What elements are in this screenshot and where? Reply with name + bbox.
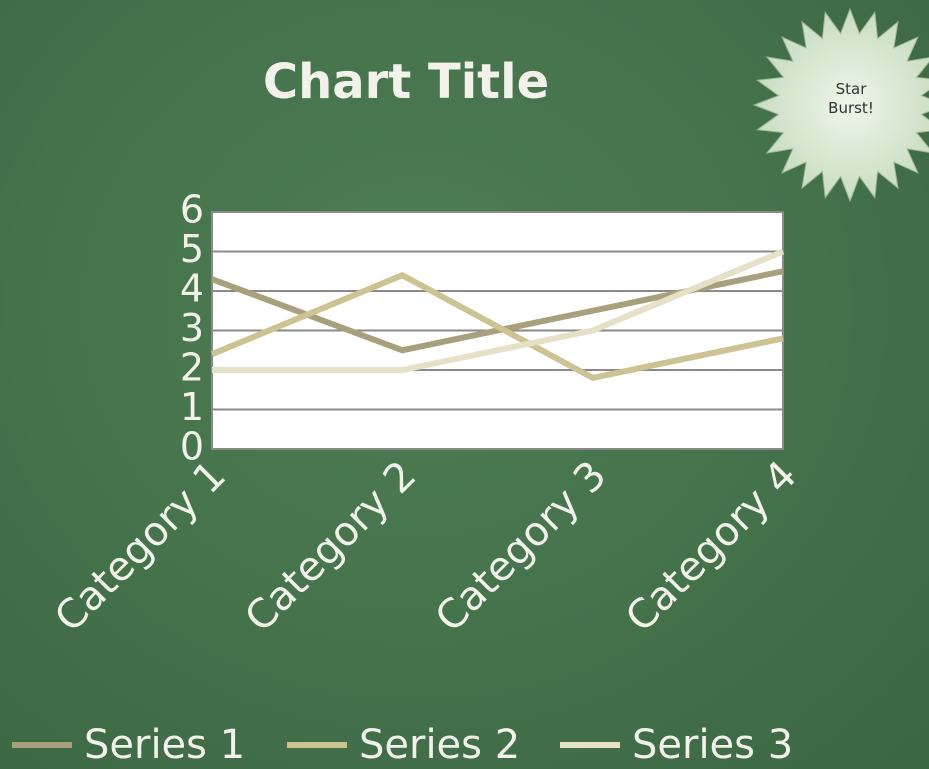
legend-label: Series 1 (84, 722, 245, 768)
y-tick-label: 6 (180, 188, 204, 232)
y-tick-label: 4 (180, 267, 204, 311)
x-tick-label: Category 2 (236, 452, 425, 641)
page: Chart Title 0123456Category 1Category 2C… (0, 0, 929, 769)
chart: Chart Title 0123456Category 1Category 2C… (0, 0, 929, 769)
y-tick-label: 1 (180, 385, 204, 429)
star-burst-text: Star Burst! (815, 80, 887, 118)
y-tick-label: 5 (180, 227, 204, 271)
chart-title: Chart Title (263, 54, 549, 110)
x-tick-label: Category 3 (427, 452, 616, 641)
legend-label: Series 2 (359, 722, 520, 768)
legend-label: Series 3 (632, 722, 793, 768)
x-tick-label: Category 4 (617, 452, 806, 641)
y-tick-label: 2 (180, 346, 204, 390)
x-tick-label: Category 1 (46, 452, 235, 641)
y-tick-label: 3 (180, 306, 204, 350)
